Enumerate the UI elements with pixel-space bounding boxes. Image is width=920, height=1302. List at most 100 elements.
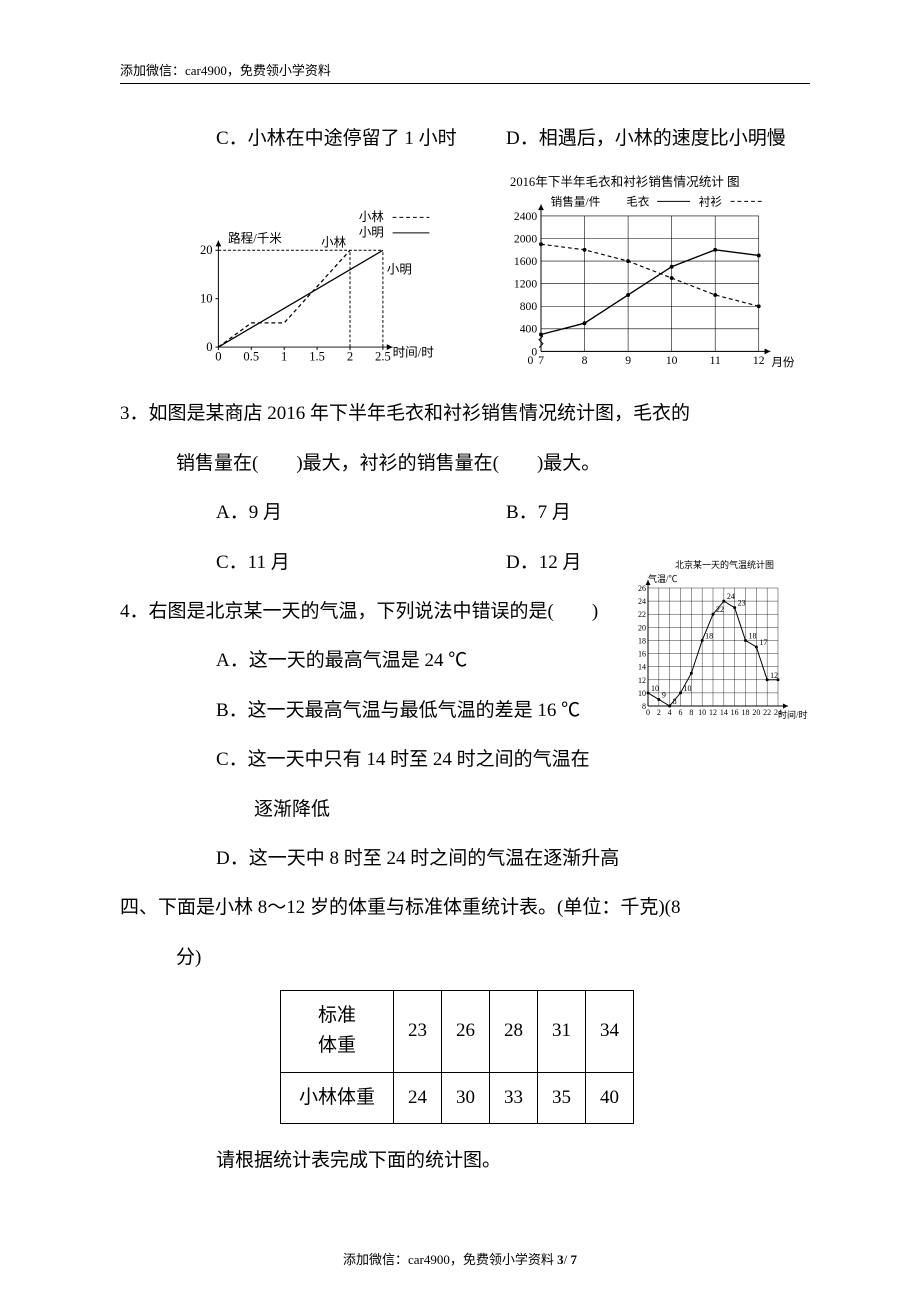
svg-text:2400: 2400 xyxy=(514,210,537,223)
q3-opt-b: B．7 月 xyxy=(506,488,571,537)
svg-text:16: 16 xyxy=(731,708,739,717)
svg-text:小林: 小林 xyxy=(321,236,347,250)
row2-hdr: 小林体重 xyxy=(281,1072,394,1123)
svg-text:400: 400 xyxy=(520,323,538,336)
cell: 33 xyxy=(490,1072,538,1123)
svg-text:18: 18 xyxy=(638,636,646,645)
cell: 40 xyxy=(586,1072,634,1123)
svg-text:12: 12 xyxy=(753,354,765,367)
svg-text:800: 800 xyxy=(520,301,538,314)
svg-text:8: 8 xyxy=(673,697,677,706)
svg-text:10: 10 xyxy=(200,292,213,306)
svg-text:11: 11 xyxy=(710,354,721,367)
weight-table: 标准 体重 23 26 28 31 34 小林体重 24 30 33 35 40 xyxy=(280,990,634,1124)
svg-text:7: 7 xyxy=(538,354,544,367)
dist-ylabel: 路程/千米 xyxy=(228,231,282,246)
q-table-intro-a: 四、下面是小林 8～12 岁的体重与标准体重统计表。(单位：千克)(8 xyxy=(120,883,810,932)
svg-text:10: 10 xyxy=(698,708,706,717)
legend-sweater: 毛衣 xyxy=(626,195,650,209)
cell: 23 xyxy=(394,991,442,1073)
cell: 28 xyxy=(490,991,538,1073)
svg-text:22: 22 xyxy=(763,708,771,717)
svg-text:4: 4 xyxy=(668,708,672,717)
chart-temp: 北京某一天的气温统计图 气温/℃ 81012141618202224260246… xyxy=(620,558,810,728)
svg-text:6: 6 xyxy=(679,708,683,717)
q3-line1: 3．如图是某商店 2016 年下半年毛衣和衬衫销售情况统计图，毛衣的 xyxy=(120,389,810,438)
svg-text:20: 20 xyxy=(752,708,760,717)
q2-opt-c: C．小林在中途停留了 1 小时 xyxy=(216,114,506,163)
svg-text:2.5: 2.5 xyxy=(375,350,391,364)
table-row: 标准 体重 23 26 28 31 34 xyxy=(281,991,634,1073)
svg-text:10: 10 xyxy=(684,684,692,693)
svg-text:1.5: 1.5 xyxy=(309,350,325,364)
svg-text:0: 0 xyxy=(215,350,221,364)
svg-text:8: 8 xyxy=(689,708,693,717)
temp-title: 北京某一天的气温统计图 xyxy=(675,559,774,570)
q2-opts-cd: C．小林在中途停留了 1 小时 D．相遇后，小林的速度比小明慢 xyxy=(120,114,810,163)
svg-text:23: 23 xyxy=(738,599,746,608)
svg-text:0.5: 0.5 xyxy=(243,350,259,364)
svg-text:18: 18 xyxy=(742,708,750,717)
svg-text:2: 2 xyxy=(347,350,353,364)
svg-text:16: 16 xyxy=(638,650,646,659)
temp-xlabel: 时间/时 xyxy=(778,709,808,720)
svg-text:24: 24 xyxy=(638,597,646,606)
svg-text:1: 1 xyxy=(281,350,287,364)
svg-text:12: 12 xyxy=(638,676,646,685)
chart-sales: 2016年下半年毛衣和衬衫销售情况统计 图 销售量/件 毛衣 衬衫 0 400 80… xyxy=(481,169,810,379)
svg-text:14: 14 xyxy=(638,663,646,672)
q4-opt-c2: 逐渐降低 xyxy=(120,785,810,834)
svg-text:17: 17 xyxy=(759,638,767,647)
dist-xlabel: 时间/时 xyxy=(393,346,435,360)
svg-text:10: 10 xyxy=(666,354,678,367)
q-table-after: 请根据统计表完成下面的统计图。 xyxy=(120,1136,810,1185)
svg-text:14: 14 xyxy=(720,708,728,717)
temp-ylabel: 气温/℃ xyxy=(648,573,678,584)
svg-text:0: 0 xyxy=(527,354,533,367)
svg-text:1600: 1600 xyxy=(514,255,537,268)
svg-text:0: 0 xyxy=(206,340,212,354)
cell: 30 xyxy=(442,1072,490,1123)
svg-text:12: 12 xyxy=(709,708,717,717)
q3-opt-d: D．12 月 xyxy=(506,538,581,587)
cell: 24 xyxy=(394,1072,442,1123)
svg-text:2: 2 xyxy=(657,708,661,717)
svg-text:20: 20 xyxy=(638,623,646,632)
sales-xlabel: 月份 xyxy=(771,356,795,369)
cell: 31 xyxy=(538,991,586,1073)
svg-text:2000: 2000 xyxy=(514,233,537,246)
svg-text:18: 18 xyxy=(705,631,713,640)
sales-title: 2016年下半年毛衣和衬衫销售情况统计 图 xyxy=(510,174,740,189)
footer-text: 添加微信：car4900，免费领小学资料 xyxy=(343,1252,557,1267)
q4-opt-d: D．这一天中 8 时至 24 时之间的气温在逐渐升高 xyxy=(120,834,810,883)
sales-ylabel: 销售量/件 xyxy=(551,195,601,209)
legend-ming: 小明 xyxy=(359,226,384,240)
svg-text:12: 12 xyxy=(770,671,778,680)
footer-total: 7 xyxy=(571,1252,578,1267)
legend-lin: 小林 xyxy=(359,211,385,225)
svg-text:小明: 小明 xyxy=(387,263,412,277)
q3-opt-c: C．11 月 xyxy=(216,538,506,587)
chart-temp-wrap: 北京某一天的气温统计图 气温/℃ 81012141618202224260246… xyxy=(620,558,810,728)
svg-text:20: 20 xyxy=(200,244,213,258)
svg-text:9: 9 xyxy=(662,690,666,699)
svg-text:18: 18 xyxy=(749,631,757,640)
svg-text:22: 22 xyxy=(716,605,724,614)
svg-text:10: 10 xyxy=(638,689,646,698)
svg-text:26: 26 xyxy=(638,584,646,593)
svg-text:0: 0 xyxy=(646,708,650,717)
svg-text:22: 22 xyxy=(638,610,646,619)
legend-shirt: 衬衫 xyxy=(699,196,723,209)
q-table-intro-b: 分) xyxy=(120,933,810,982)
q3-opt-a: A．9 月 xyxy=(216,488,506,537)
cell: 35 xyxy=(538,1072,586,1123)
footer: 添加微信：car4900，免费领小学资料 3/ 7 xyxy=(0,1249,920,1268)
footer-slash: / xyxy=(564,1252,571,1267)
chart-distance: 路程/千米 小林 小明 0102000.511.522.5小林小明 时间/时 xyxy=(170,199,441,379)
cell: 26 xyxy=(442,991,490,1073)
cell: 34 xyxy=(586,991,634,1073)
q2-opt-d: D．相遇后，小林的速度比小明慢 xyxy=(506,114,786,163)
svg-text:9: 9 xyxy=(625,354,631,367)
q3-opts-ab: A．9 月 B．7 月 xyxy=(120,488,810,537)
row1-hdr: 标准 体重 xyxy=(281,991,394,1073)
